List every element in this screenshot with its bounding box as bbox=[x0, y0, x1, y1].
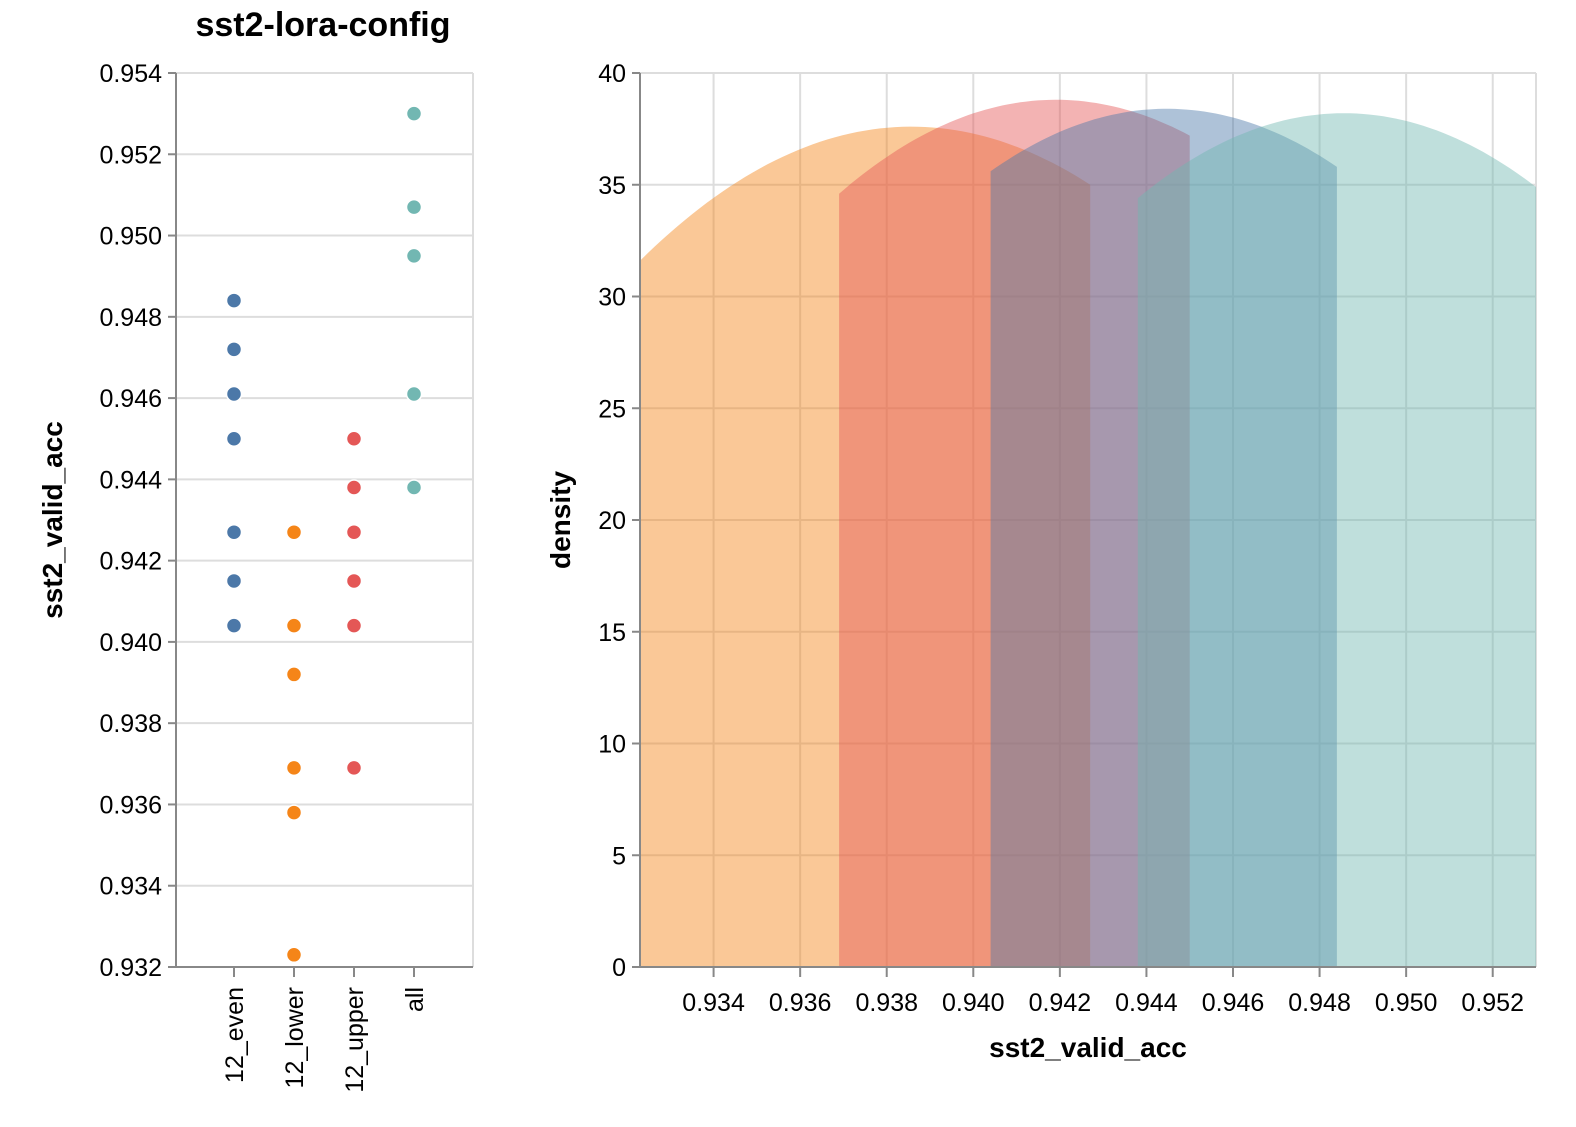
strip-point bbox=[345, 572, 363, 590]
strip-y-tick-label: 0.952 bbox=[99, 141, 162, 169]
strip-point bbox=[405, 479, 423, 496]
strip-point bbox=[225, 292, 243, 309]
strip-y-axis-title: sst2_valid_acc bbox=[37, 421, 68, 619]
density-x-tick-label: 0.950 bbox=[1375, 989, 1438, 1017]
strip-point bbox=[285, 666, 303, 683]
strip-point bbox=[225, 617, 243, 634]
strip-y-tick-label: 0.938 bbox=[99, 710, 162, 738]
strip-plot-title: sst2-lora-config bbox=[195, 6, 450, 44]
density-area-12-upper bbox=[839, 99, 1190, 968]
strip-point bbox=[345, 759, 363, 777]
strip-y-tick-label: 0.954 bbox=[99, 60, 162, 88]
density-axes: 0 5 10 15 20 25 30 35 40 0.934 0.936 0.938 0.940 0.94… bbox=[598, 60, 1536, 1017]
strip-point bbox=[405, 385, 423, 403]
density-x-tick-label: 0.944 bbox=[1115, 989, 1178, 1017]
density-areas bbox=[640, 99, 1536, 968]
strip-point bbox=[405, 247, 423, 265]
strip-x-tick-label: 12_even bbox=[221, 987, 249, 1083]
strip-x-tick-label: 12_upper bbox=[341, 987, 369, 1093]
strip-point bbox=[345, 430, 363, 447]
strip-point bbox=[285, 523, 303, 541]
density-plot: 0 5 10 15 20 25 30 35 40 0.934 0.936 0.938 0.940 0.94… bbox=[545, 60, 1537, 1063]
density-y-tick-label: 25 bbox=[598, 395, 626, 423]
strip-axes: 0.932 0.934 0.936 0.938 0.940 0.942 0.944 0.946… bbox=[99, 60, 473, 1093]
density-x-tick-label: 0.942 bbox=[1029, 989, 1092, 1017]
density-y-tick-label: 35 bbox=[598, 172, 626, 200]
strip-grid bbox=[176, 72, 474, 968]
strip-point bbox=[405, 105, 423, 122]
density-y-tick-label: 20 bbox=[598, 507, 626, 535]
strip-points bbox=[225, 105, 423, 964]
density-y-axis-title: density bbox=[545, 471, 576, 569]
strip-y-tick-label: 0.936 bbox=[99, 791, 162, 819]
strip-point bbox=[345, 479, 363, 496]
strip-y-tick-label: 0.942 bbox=[99, 548, 162, 576]
strip-point bbox=[225, 385, 243, 403]
density-x-tick-label: 0.952 bbox=[1461, 989, 1524, 1017]
density-y-tick-label: 40 bbox=[598, 60, 626, 88]
density-y-tick-label: 15 bbox=[598, 619, 626, 647]
density-y-tick-label: 10 bbox=[598, 731, 626, 759]
density-x-tick-label: 0.938 bbox=[855, 989, 918, 1017]
strip-y-tick-label: 0.934 bbox=[99, 873, 162, 901]
strip-y-tick-label: 0.948 bbox=[99, 304, 162, 332]
density-x-tick-label: 0.940 bbox=[942, 989, 1005, 1017]
strip-point bbox=[285, 759, 303, 777]
strip-point bbox=[285, 946, 303, 964]
strip-point bbox=[405, 198, 423, 216]
strip-point bbox=[345, 523, 363, 541]
strip-y-tick-label: 0.950 bbox=[99, 223, 162, 251]
strip-point bbox=[225, 572, 243, 590]
density-y-tick-label: 5 bbox=[612, 842, 626, 870]
density-x-axis-title: sst2_valid_acc bbox=[989, 1032, 1187, 1063]
strip-x-tick-label: 12_lower bbox=[281, 987, 309, 1088]
strip-point bbox=[225, 430, 243, 447]
density-x-tick-label: 0.948 bbox=[1288, 989, 1351, 1017]
density-x-tick-label: 0.936 bbox=[769, 989, 832, 1017]
density-area-12-even bbox=[990, 108, 1337, 968]
density-area-all bbox=[1137, 113, 1536, 967]
density-area-12-lower bbox=[640, 126, 1091, 968]
strip-y-tick-label: 0.946 bbox=[99, 385, 162, 413]
density-y-tick-label: 30 bbox=[598, 284, 626, 312]
density-x-tick-label: 0.946 bbox=[1202, 989, 1265, 1017]
strip-x-tick-label: all bbox=[401, 987, 429, 1012]
strip-point bbox=[285, 804, 303, 821]
density-x-tick-label: 0.934 bbox=[682, 989, 745, 1017]
strip-plot: sst2-lora-config 0.9320.9340.9360.9380.9… bbox=[37, 6, 474, 1093]
density-y-tick-label: 0 bbox=[612, 954, 626, 982]
strip-point bbox=[225, 523, 243, 541]
strip-point bbox=[345, 617, 363, 634]
strip-point bbox=[225, 341, 243, 358]
strip-y-tick-label: 0.932 bbox=[99, 954, 162, 982]
strip-y-tick-label: 0.940 bbox=[99, 629, 162, 657]
strip-point bbox=[285, 617, 303, 634]
strip-y-tick-label: 0.944 bbox=[99, 466, 162, 494]
